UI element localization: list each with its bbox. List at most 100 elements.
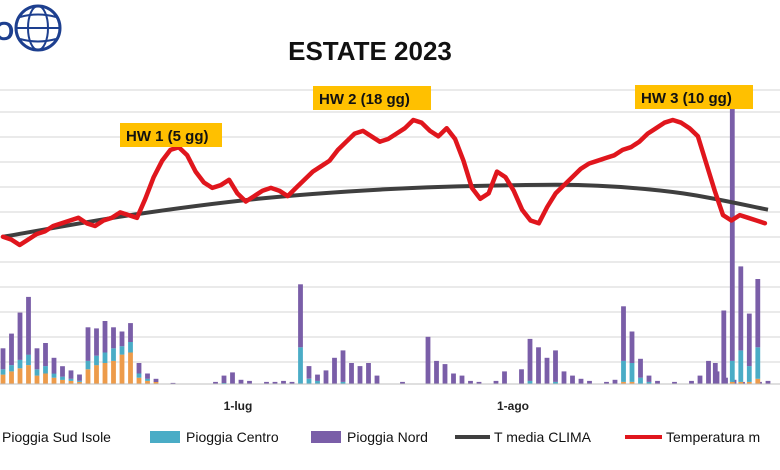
rain-bar-nord: [493, 380, 499, 385]
rain-bar-sud: [111, 360, 116, 384]
rain-bar-centro: [119, 346, 125, 355]
rain-bar-sud: [9, 371, 14, 384]
rain-bar-centro: [85, 360, 91, 370]
rain-bar-nord: [111, 327, 116, 349]
rain-bar-nord: [672, 381, 677, 384]
rain-bar-nord: [400, 381, 405, 384]
rain-bar-nord: [655, 380, 660, 385]
rain-bar-nord: [366, 363, 371, 384]
rain-bar-sud: [26, 365, 31, 384]
rain-bar-nord: [272, 381, 278, 384]
hw3-text: HW 3 (10 gg): [641, 90, 732, 107]
rain-bar-sud: [629, 381, 635, 384]
rain-bar-nord: [357, 366, 363, 384]
rain-bar-nord: [136, 363, 142, 374]
rain-bar-nord: [721, 310, 727, 384]
rain-bar-centro: [102, 352, 108, 363]
rain-bar-nord: [9, 333, 14, 366]
rain-bar-centro: [527, 380, 533, 385]
rain-bar-nord: [434, 360, 439, 384]
rain-bar-nord: [468, 380, 473, 385]
rain-bar-centro: [68, 378, 74, 381]
rain-bar-centro: [738, 350, 744, 382]
rain-bar-centro: [729, 360, 735, 382]
hw2-text: HW 2 (18 gg): [319, 91, 410, 108]
rain-bar-nord: [502, 371, 507, 384]
rain-bar-nord: [536, 347, 541, 385]
rain-bar-nord: [561, 371, 567, 384]
rain-bar-centro: [746, 366, 752, 382]
rain-bar-nord: [612, 379, 618, 384]
rain-bar-nord: [374, 375, 380, 384]
rain-bar-nord: [340, 350, 346, 382]
rain-bar-nord: [527, 338, 533, 381]
rain-bar-nord: [476, 381, 482, 384]
rain-bar-sud: [102, 363, 108, 384]
rain-bar-sud: [128, 352, 133, 384]
rain-bar-nord: [519, 369, 524, 384]
rain-bar-nord: [17, 312, 23, 360]
rain-bar-nord: [629, 331, 635, 363]
rain-bar-centro: [755, 347, 761, 379]
globe-icon: [14, 4, 62, 52]
rain-bar-nord: [26, 296, 31, 355]
rain-bar-nord: [746, 313, 752, 367]
rain-bar-nord: [712, 363, 718, 384]
rain-bar-nord: [587, 380, 592, 385]
gridlines: [0, 89, 780, 363]
rain-bar-centro: [60, 376, 65, 380]
rain-bar-nord: [221, 375, 227, 383]
rain-bar-nord: [738, 266, 744, 351]
rain-bar-centro: [638, 377, 643, 384]
rain-bar-nord: [604, 381, 609, 384]
rain-bar-nord: [43, 343, 48, 367]
rain-bar-sud: [621, 381, 626, 384]
rain-bar-nord: [578, 378, 584, 385]
rain-bar-nord: [230, 372, 235, 384]
rain-bar-centro: [621, 360, 626, 382]
rain-bar-nord: [94, 328, 99, 356]
rain-bar-sud: [85, 369, 91, 384]
rain-bar-sud: [738, 381, 744, 384]
x-tick-1-lug: 1-lug: [224, 399, 253, 413]
rain-bar-nord: [544, 357, 550, 385]
rain-bar-centro: [221, 382, 227, 384]
legend-swatch-nord: [311, 431, 341, 443]
svg-text:O: O: [0, 16, 14, 46]
rain-bar-centro: [51, 373, 57, 378]
temperature-line: [0, 117, 768, 248]
rain-bar-nord: [729, 108, 735, 361]
rain-bar-centro: [0, 369, 6, 375]
rain-bar-nord: [264, 381, 269, 384]
legend-label-temp: Temperatura m: [666, 429, 760, 445]
hw3-label: HW 3 (10 gg): [635, 85, 753, 109]
rain-bar-nord: [281, 380, 286, 385]
rain-bar-sud: [51, 377, 57, 384]
rain-bar-nord: [213, 381, 218, 384]
rain-bar-centro: [128, 342, 133, 353]
rain-bar-centro: [145, 378, 150, 381]
rain-bar-nord: [34, 348, 40, 370]
rain-bar-nord: [697, 375, 703, 384]
rain-bar-centro: [9, 365, 14, 372]
rain-bar-nord: [128, 323, 133, 342]
rain-bar-centro: [315, 380, 320, 385]
rain-bar-nord: [298, 284, 303, 348]
rain-bar-nord: [689, 380, 694, 385]
legend-swatch-centro: [150, 431, 180, 443]
rain-bar-nord: [638, 358, 643, 378]
rain-bar-sud: [94, 365, 99, 384]
rain-bar-centro: [17, 359, 23, 369]
rain-bar-sud: [68, 380, 74, 385]
legend-entry-nord: Pioggia Nord: [311, 429, 428, 445]
rain-bar-nord: [306, 366, 312, 379]
rain-bar-nord: [349, 363, 354, 384]
rain-bar-centro: [340, 381, 346, 384]
clima-line: [2, 182, 769, 239]
legend-label-sud: Pioggia Sud Isole: [2, 429, 111, 445]
rain-bar-sud: [746, 381, 752, 384]
legend-entry-temp: Temperatura m: [625, 429, 760, 445]
rain-bar-nord: [85, 327, 91, 361]
rain-bar-nord: [60, 366, 65, 377]
